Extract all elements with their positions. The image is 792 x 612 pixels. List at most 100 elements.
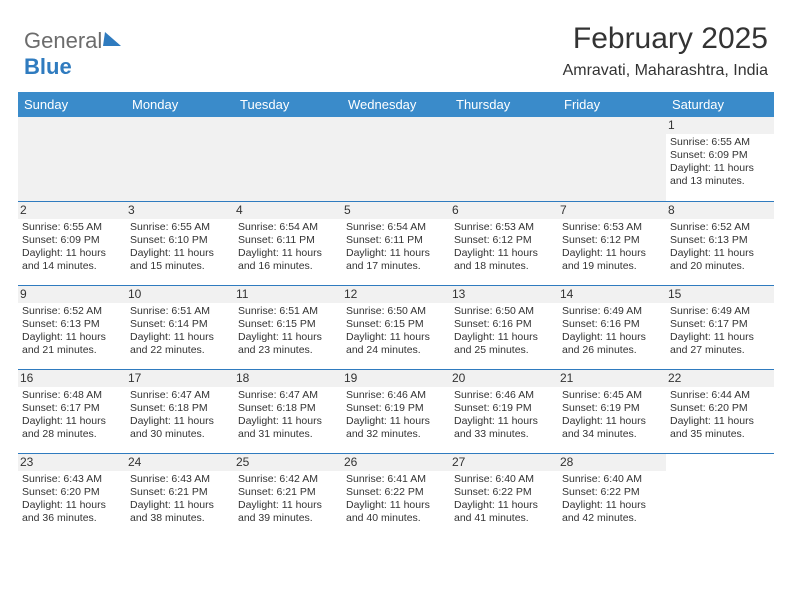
daylight-line: Daylight: 11 hours and 42 minutes. (562, 499, 662, 525)
page-title: February 2025 (573, 22, 768, 56)
sunrise-line: Sunrise: 6:53 AM (562, 221, 662, 234)
daylight-line: Daylight: 11 hours and 34 minutes. (562, 415, 662, 441)
sunrise-line: Sunrise: 6:43 AM (130, 473, 230, 486)
sunrise-line: Sunrise: 6:44 AM (670, 389, 770, 402)
weekday-header: Sunday (18, 92, 126, 117)
weekday-header: Thursday (450, 92, 558, 117)
day-number: 15 (666, 286, 774, 303)
weekday-header: Tuesday (234, 92, 342, 117)
day-details: Sunrise: 6:54 AMSunset: 6:11 PMDaylight:… (346, 221, 446, 274)
calendar-day-cell: 9Sunrise: 6:52 AMSunset: 6:13 PMDaylight… (18, 285, 126, 369)
day-number: 24 (126, 454, 234, 471)
sunrise-line: Sunrise: 6:47 AM (130, 389, 230, 402)
day-details: Sunrise: 6:55 AMSunset: 6:09 PMDaylight:… (22, 221, 122, 274)
sunrise-line: Sunrise: 6:55 AM (130, 221, 230, 234)
weekday-header: Friday (558, 92, 666, 117)
calendar-day-cell: 7Sunrise: 6:53 AMSunset: 6:12 PMDaylight… (558, 201, 666, 285)
day-details: Sunrise: 6:40 AMSunset: 6:22 PMDaylight:… (454, 473, 554, 526)
sunrise-line: Sunrise: 6:40 AM (454, 473, 554, 486)
daylight-line: Daylight: 11 hours and 24 minutes. (346, 331, 446, 357)
daylight-line: Daylight: 11 hours and 39 minutes. (238, 499, 338, 525)
calendar-day-cell (450, 117, 558, 201)
calendar-day-cell: 6 Sunrise: 6:53 AMSunset: 6:12 PMDaylight… (450, 201, 558, 285)
daylight-line: Daylight: 11 hours and 40 minutes. (346, 499, 446, 525)
calendar-day-cell: 25 Sunrise: 6:42 AMSunset: 6:21 PMDayligh… (234, 453, 342, 537)
sunrise-line: Sunrise: 6:46 AM (454, 389, 554, 402)
calendar-day-cell: 11Sunrise: 6:51 AMSunset: 6:15 PMDayligh… (234, 285, 342, 369)
daylight-line: Daylight: 11 hours and 32 minutes. (346, 415, 446, 441)
day-details: Sunrise: 6:50 AMSunset: 6:16 PMDaylight:… (454, 305, 554, 358)
sunrise-line: Sunrise: 6:48 AM (22, 389, 122, 402)
sunset-line: Sunset: 6:11 PM (346, 234, 446, 247)
sunset-line: Sunset: 6:15 PM (238, 318, 338, 331)
daylight-line: Daylight: 11 hours and 16 minutes. (238, 247, 338, 273)
day-details: Sunrise: 6:54 AMSunset: 6:11 PMDaylight:… (238, 221, 338, 274)
day-number: 20 (450, 370, 558, 387)
daylight-line: Daylight: 11 hours and 27 minutes. (670, 331, 770, 357)
sunrise-line: Sunrise: 6:43 AM (22, 473, 122, 486)
calendar-day-cell (558, 117, 666, 201)
daylight-line: Daylight: 11 hours and 14 minutes. (22, 247, 122, 273)
daylight-line: Daylight: 11 hours and 38 minutes. (130, 499, 230, 525)
sunrise-line: Sunrise: 6:54 AM (346, 221, 446, 234)
sunset-line: Sunset: 6:17 PM (670, 318, 770, 331)
sunset-line: Sunset: 6:09 PM (670, 149, 770, 162)
day-details: Sunrise: 6:47 AMSunset: 6:18 PMDaylight:… (238, 389, 338, 442)
day-number: 6 (450, 202, 558, 219)
calendar-day-cell: 10Sunrise: 6:51 AMSunset: 6:14 PMDayligh… (126, 285, 234, 369)
calendar-day-cell: 26Sunrise: 6:41 AMSunset: 6:22 PMDayligh… (342, 453, 450, 537)
day-number: 17 (126, 370, 234, 387)
sunrise-line: Sunrise: 6:52 AM (670, 221, 770, 234)
day-number: 26 (342, 454, 450, 471)
calendar-day-cell: 12Sunrise: 6:50 AMSunset: 6:15 PMDayligh… (342, 285, 450, 369)
weekday-header: Wednesday (342, 92, 450, 117)
day-details: Sunrise: 6:42 AMSunset: 6:21 PMDaylight:… (238, 473, 338, 526)
day-details: Sunrise: 6:52 AMSunset: 6:13 PMDaylight:… (670, 221, 770, 274)
day-details: Sunrise: 6:47 AMSunset: 6:18 PMDaylight:… (130, 389, 230, 442)
day-number: 25 (234, 454, 342, 471)
calendar-day-cell (126, 117, 234, 201)
calendar-day-cell (18, 117, 126, 201)
daylight-line: Daylight: 11 hours and 19 minutes. (562, 247, 662, 273)
day-details: Sunrise: 6:45 AMSunset: 6:19 PMDaylight:… (562, 389, 662, 442)
calendar-day-cell: 21 Sunrise: 6:45 AMSunset: 6:19 PMDayligh… (558, 369, 666, 453)
day-number: 28 (558, 454, 666, 471)
day-details: Sunrise: 6:48 AMSunset: 6:17 PMDaylight:… (22, 389, 122, 442)
calendar-day-cell: 14Sunrise: 6:49 AMSunset: 6:16 PMDayligh… (558, 285, 666, 369)
calendar-day-cell: 1Sunrise: 6:55 AMSunset: 6:09 PMDaylight… (666, 117, 774, 201)
day-number: 4 (234, 202, 342, 219)
calendar-day-cell: 24 Sunrise: 6:43 AMSunset: 6:21 PMDayligh… (126, 453, 234, 537)
sunset-line: Sunset: 6:19 PM (454, 402, 554, 415)
day-details: Sunrise: 6:53 AMSunset: 6:12 PMDaylight:… (454, 221, 554, 274)
sunrise-line: Sunrise: 6:51 AM (130, 305, 230, 318)
day-number: 7 (558, 202, 666, 219)
day-number: 8 (666, 202, 774, 219)
sunrise-line: Sunrise: 6:42 AM (238, 473, 338, 486)
triangle-icon (103, 32, 123, 46)
sunset-line: Sunset: 6:18 PM (238, 402, 338, 415)
day-details: Sunrise: 6:40 AMSunset: 6:22 PMDaylight:… (562, 473, 662, 526)
sunset-line: Sunset: 6:22 PM (562, 486, 662, 499)
day-number: 21 (558, 370, 666, 387)
calendar-day-cell: 16Sunrise: 6:48 AMSunset: 6:17 PMDayligh… (18, 369, 126, 453)
day-number: 3 (126, 202, 234, 219)
calendar-week-row: 23Sunrise: 6:43 AMSunset: 6:20 PMDayligh… (18, 453, 774, 537)
day-number: 13 (450, 286, 558, 303)
day-details: Sunrise: 6:49 AMSunset: 6:17 PMDaylight:… (670, 305, 770, 358)
location-text: Amravati, Maharashtra, India (563, 62, 768, 80)
daylight-line: Daylight: 11 hours and 28 minutes. (22, 415, 122, 441)
header: General Blue February 2025 Amravati, Mah… (18, 20, 774, 92)
day-details: Sunrise: 6:43 AMSunset: 6:20 PMDaylight:… (22, 473, 122, 526)
calendar-day-cell: 5Sunrise: 6:54 AMSunset: 6:11 PMDaylight… (342, 201, 450, 285)
sunrise-line: Sunrise: 6:46 AM (346, 389, 446, 402)
daylight-line: Daylight: 11 hours and 18 minutes. (454, 247, 554, 273)
sunset-line: Sunset: 6:13 PM (22, 318, 122, 331)
day-number: 22 (666, 370, 774, 387)
daylight-line: Daylight: 11 hours and 33 minutes. (454, 415, 554, 441)
sunset-line: Sunset: 6:21 PM (130, 486, 230, 499)
sunrise-line: Sunrise: 6:52 AM (22, 305, 122, 318)
daylight-line: Daylight: 11 hours and 41 minutes. (454, 499, 554, 525)
sunset-line: Sunset: 6:11 PM (238, 234, 338, 247)
sunset-line: Sunset: 6:09 PM (22, 234, 122, 247)
daylight-line: Daylight: 11 hours and 22 minutes. (130, 331, 230, 357)
